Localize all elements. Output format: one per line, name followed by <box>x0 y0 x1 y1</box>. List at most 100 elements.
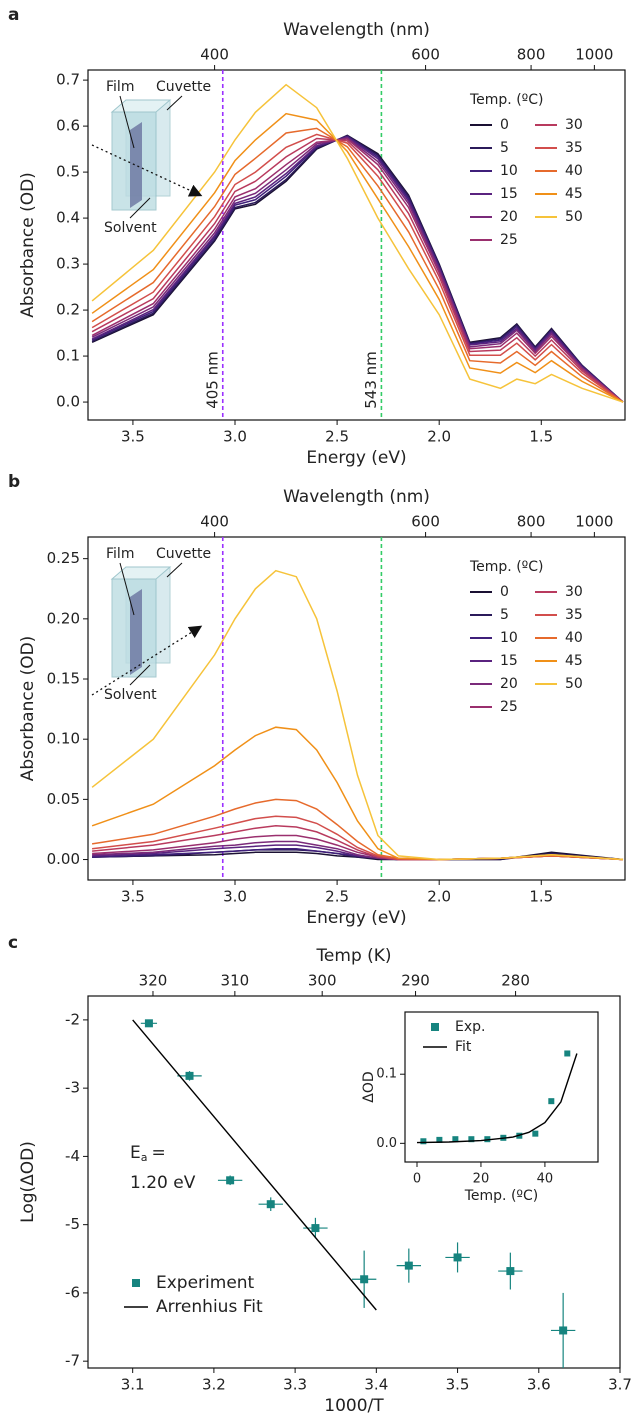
legend-label: Experiment <box>156 1273 255 1293</box>
y-axis-title: Absorbance (OD) <box>18 636 38 782</box>
spectrum-line <box>91 726 624 861</box>
legend-label: 0 <box>500 584 509 600</box>
data-point <box>484 1136 491 1143</box>
x2-axis-title: Wavelength (nm) <box>283 20 430 40</box>
marker-label: 405 nm <box>203 351 221 409</box>
film-pointer <box>119 562 135 616</box>
panel-label: c <box>8 933 18 953</box>
activation-energy-value: 1.20 eV <box>130 1173 196 1193</box>
y-axis-title: ΔOD <box>361 1071 377 1102</box>
film <box>130 589 142 675</box>
legend-label: 15 <box>500 653 518 669</box>
marker-label: 543 nm <box>362 351 380 409</box>
data-point <box>266 1200 275 1209</box>
data-point <box>436 1136 443 1143</box>
legend-label: 50 <box>565 209 583 225</box>
x-axis-title: Temp. (ºC) <box>464 1188 539 1204</box>
fit-line <box>132 1019 377 1311</box>
legend-label: 5 <box>500 607 509 623</box>
y-tick-label: 0.15 <box>47 670 80 688</box>
y-tick-label: 0.1 <box>376 1067 397 1082</box>
y-tick-label: 0.7 <box>56 71 80 89</box>
x-tick-label: 0 <box>413 1172 421 1187</box>
film-label: Film <box>106 79 134 95</box>
light-path <box>91 625 203 696</box>
legend-label: 10 <box>500 630 518 646</box>
y-tick-label: -2 <box>65 1010 80 1028</box>
data-point <box>311 1224 320 1233</box>
plot-area <box>91 70 624 420</box>
plot-frame <box>87 995 621 1369</box>
film-pointer <box>119 95 135 149</box>
spectrum-line <box>91 137 624 403</box>
x2-tick-label: 320 <box>139 972 168 990</box>
legend-label: 45 <box>565 186 583 202</box>
data-point <box>452 1136 459 1143</box>
legend-label: 15 <box>500 186 518 202</box>
x2-tick-label: 1000 <box>575 513 613 531</box>
y-tick-label: 0.5 <box>56 163 80 181</box>
y-tick-label: 0.4 <box>56 209 80 227</box>
x2-tick-label: 300 <box>308 972 337 990</box>
spectrum-line <box>91 112 624 403</box>
legend-label: 25 <box>500 232 518 248</box>
legend-label: 25 <box>500 699 518 715</box>
film-label: Film <box>106 546 134 562</box>
legend-label: Fit <box>455 1039 472 1055</box>
spectrum-line <box>91 137 624 403</box>
data-point <box>506 1267 515 1276</box>
legend-label: 0 <box>500 117 509 133</box>
cuvette-diagram: Film Cuvette Solvent <box>91 79 211 236</box>
plot-frame <box>87 69 626 421</box>
x-tick-label: 3.5 <box>121 428 145 446</box>
data-point <box>185 1071 194 1080</box>
data-point <box>468 1136 475 1143</box>
legend-label: 35 <box>565 140 583 156</box>
data-point <box>564 1050 571 1057</box>
y-axis-title: Log(ΔOD) <box>18 1141 38 1223</box>
legend-label: 30 <box>565 584 583 600</box>
y-tick-label: 0.1 <box>56 347 80 365</box>
relation: = <box>152 1143 166 1163</box>
x-tick-label: 3.5 <box>121 888 145 906</box>
x2-tick-label: 400 <box>200 513 229 531</box>
legend-label: 40 <box>565 630 583 646</box>
film <box>130 122 142 208</box>
activation-energy-label: Ea = <box>130 1143 166 1164</box>
x-tick-label: 2.0 <box>427 428 451 446</box>
legend-label: 35 <box>565 607 583 623</box>
x2-tick-label: 600 <box>411 46 440 64</box>
x-axis-title: Energy (eV) <box>306 448 406 468</box>
x2-tick-label: 290 <box>401 972 430 990</box>
legend-label: 30 <box>565 117 583 133</box>
plot-area <box>132 1019 576 1368</box>
y-tick-label: 0.25 <box>47 549 80 567</box>
data-point <box>404 1261 413 1270</box>
x-tick-label: 3.7 <box>608 1376 632 1394</box>
x-tick-label: 2.5 <box>325 428 349 446</box>
data-point <box>360 1275 369 1284</box>
x-tick-label: 2.5 <box>325 888 349 906</box>
y-tick-label: -7 <box>65 1352 80 1370</box>
solvent-pointer <box>129 664 151 686</box>
y-tick-label: 0.05 <box>47 790 80 808</box>
panel-label: b <box>8 472 20 492</box>
data-point <box>144 1019 153 1028</box>
x-tick-label: 2.0 <box>427 888 451 906</box>
y-tick-label: -4 <box>65 1147 80 1165</box>
x2-axis-title: Wavelength (nm) <box>283 487 430 507</box>
plot-area <box>416 1050 578 1145</box>
cuvette-diagram: Film Cuvette Solvent <box>91 546 211 703</box>
cuvette-top <box>110 566 172 580</box>
y-tick-label: 0.0 <box>56 393 80 411</box>
x-tick-label: 40 <box>537 1172 554 1187</box>
cuvette-top <box>110 99 172 113</box>
y-tick-label: -6 <box>65 1283 80 1301</box>
y-tick-label: 0.0 <box>376 1136 397 1151</box>
y-tick-label: 0.10 <box>47 730 80 748</box>
x-tick-label: 3.4 <box>364 1376 388 1394</box>
x2-tick-label: 800 <box>517 46 546 64</box>
data-point <box>420 1138 427 1145</box>
data-point <box>453 1253 462 1262</box>
legend-swatch <box>431 1023 439 1031</box>
